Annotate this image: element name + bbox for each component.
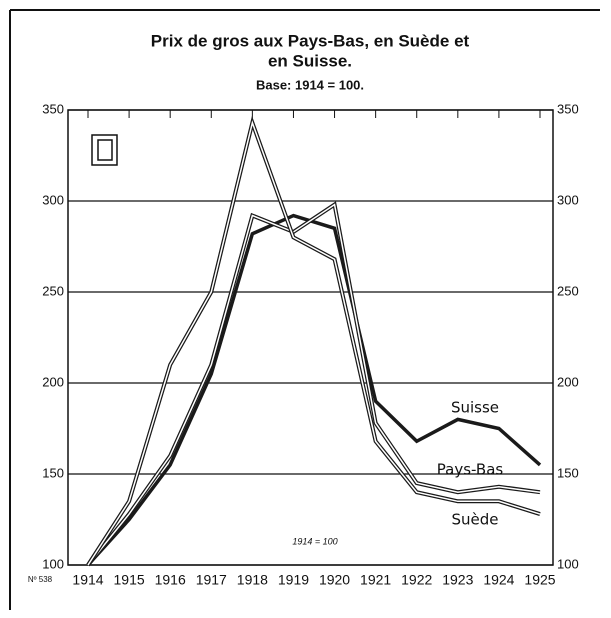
chart-title-line2: en Suisse. <box>268 51 352 70</box>
series-label: Suède <box>451 511 498 529</box>
x-tick-label: 1925 <box>524 572 555 588</box>
y-tick-label: 150 <box>42 465 64 480</box>
x-tick-label: 1916 <box>155 572 186 588</box>
x-tick-label: 1920 <box>319 572 350 588</box>
y2-tick-label: 250 <box>557 283 579 298</box>
series-label: Pays-Bas <box>437 461 504 479</box>
y-tick-label: 350 <box>42 101 64 116</box>
x-tick-label: 1914 <box>72 572 103 588</box>
y-tick-label: 250 <box>42 283 64 298</box>
x-tick-label: 1917 <box>196 572 227 588</box>
chart-subtitle: Base: 1914 = 100. <box>256 77 364 92</box>
line-series-inner <box>87 120 541 566</box>
series-label: Suisse <box>451 399 499 417</box>
line-series-inner <box>87 203 541 566</box>
x-tick-label: 1923 <box>442 572 473 588</box>
x-tick-label: 1921 <box>360 572 391 588</box>
x-tick-label: 1924 <box>483 572 514 588</box>
y2-tick-label: 100 <box>557 556 579 571</box>
chart-title: Prix de gros aux Pays-Bas, en Suède et <box>151 31 470 50</box>
logo <box>91 134 118 166</box>
x-tick-label: 1918 <box>237 572 268 588</box>
x-tick-label: 1915 <box>114 572 145 588</box>
y2-tick-label: 350 <box>557 101 579 116</box>
annotation: Nº 538 <box>28 575 53 584</box>
y-tick-label: 300 <box>42 192 64 207</box>
y2-tick-label: 200 <box>557 374 579 389</box>
y2-tick-label: 150 <box>557 465 579 480</box>
annotation: 1914 = 100 <box>292 536 337 546</box>
x-tick-label: 1922 <box>401 572 432 588</box>
x-tick-label: 1919 <box>278 572 309 588</box>
y-tick-label: 200 <box>42 374 64 389</box>
y-tick-label: 100 <box>42 556 64 571</box>
line-series <box>86 115 541 567</box>
y2-tick-label: 300 <box>557 192 579 207</box>
line-series <box>86 213 542 567</box>
